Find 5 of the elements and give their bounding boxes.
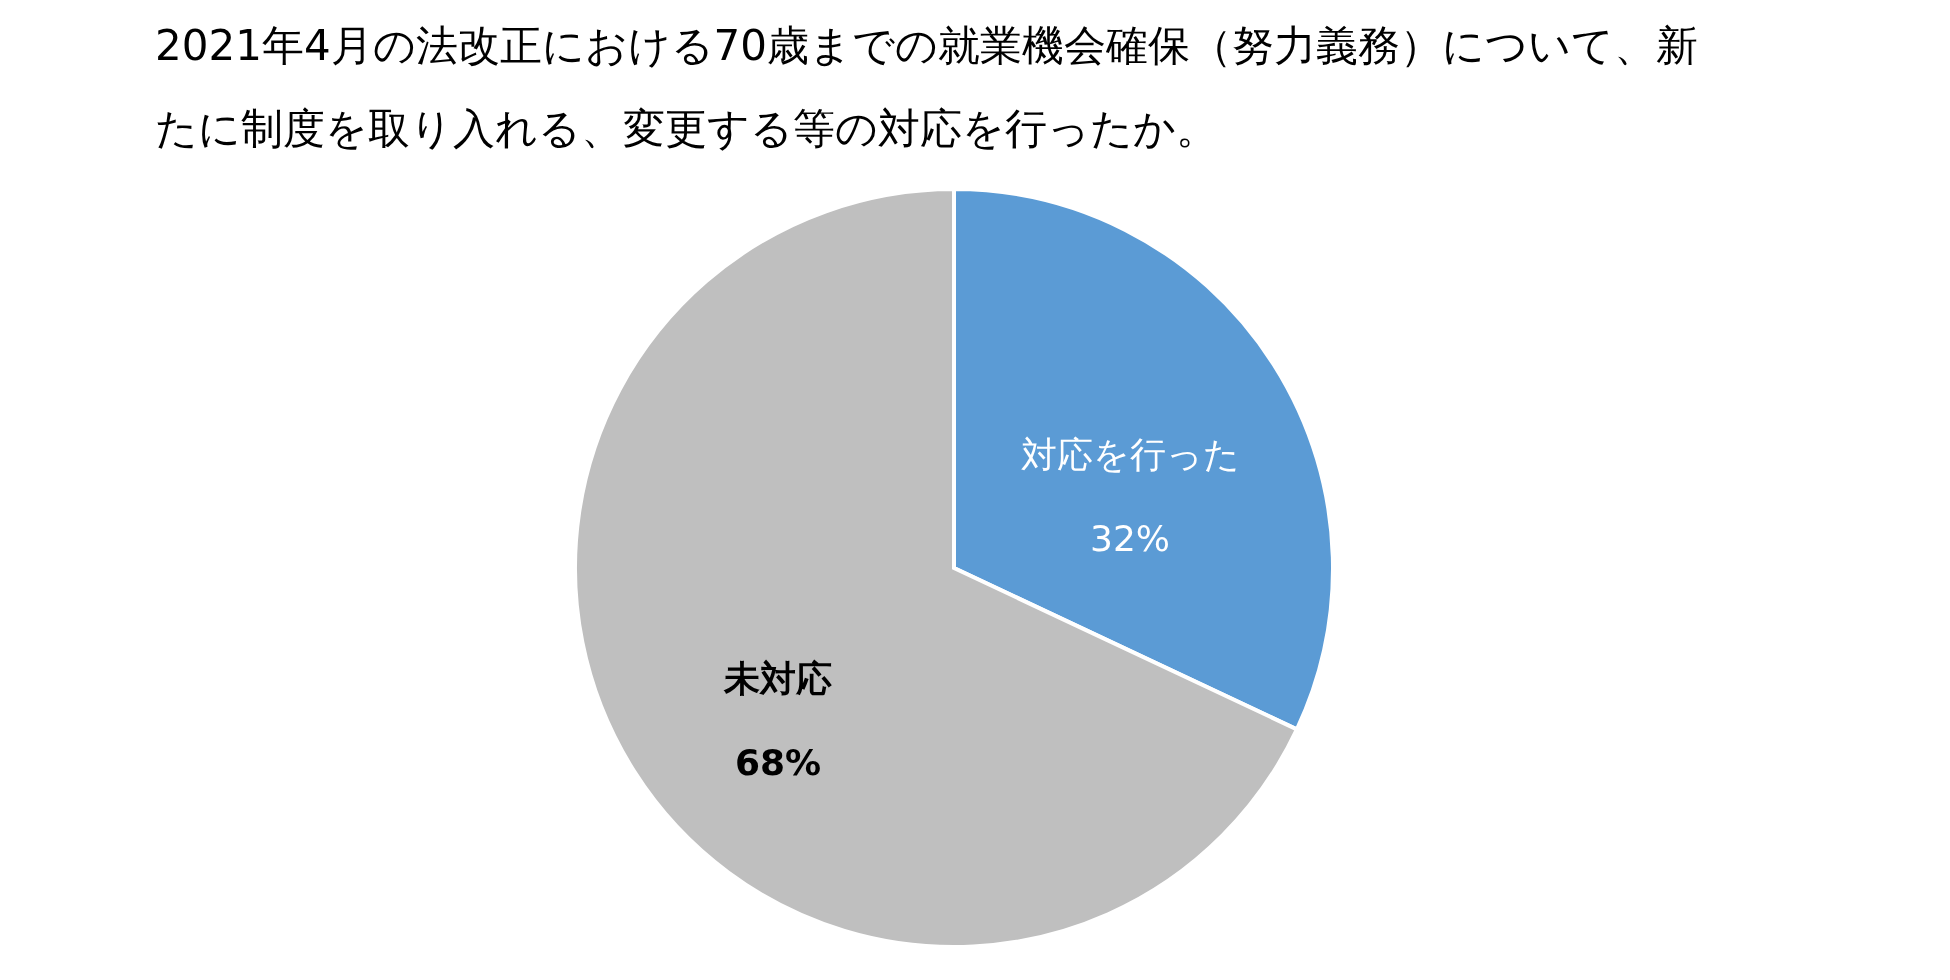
- slice-label: 対応を行った: [1020, 434, 1240, 476]
- slice-label: 未対応: [723, 657, 832, 699]
- data-label: 68%: [734, 741, 822, 783]
- data-label: 32%: [1089, 518, 1171, 560]
- chart-title: 2021年4月の法改正における70歳までの就業機会確保（努力義務）について、新たに制度を取り入れる、変更する等の対応を行ったか。: [155, 21, 1699, 153]
